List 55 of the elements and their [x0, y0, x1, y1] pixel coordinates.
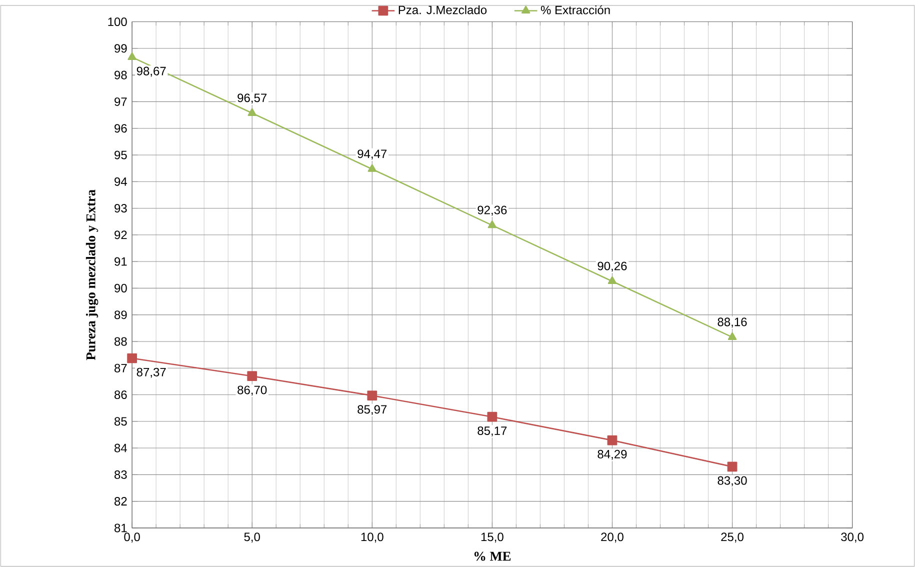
y-tick-label: 82 — [114, 497, 127, 506]
x-tick-label: 15,0 — [481, 532, 504, 543]
point — [127, 353, 137, 364]
y-tick-label: 100 — [108, 18, 127, 26]
y-tick-label: 89 — [114, 310, 127, 320]
point — [247, 371, 258, 382]
point — [728, 332, 737, 340]
point — [487, 412, 498, 422]
point — [248, 108, 256, 116]
x-axis-title: % ME — [474, 552, 511, 561]
x-tick-label: 20,0 — [601, 532, 624, 543]
y-tick-label: 84 — [114, 444, 127, 452]
point — [608, 276, 617, 284]
data-label: 84,29 — [598, 450, 627, 460]
y-axis-title: Pureza jugo mezclado y Extra — [86, 190, 98, 360]
point — [607, 435, 618, 446]
data-label: 85,97 — [358, 405, 387, 416]
y-tick-label: 99 — [114, 44, 127, 53]
data-label: 98,67 — [136, 66, 166, 77]
x-tick-label: 10,0 — [361, 532, 384, 543]
point — [727, 462, 738, 472]
point — [128, 52, 136, 60]
y-tick-label: 94 — [114, 177, 127, 186]
data-label: 88,16 — [718, 318, 747, 328]
point — [368, 164, 376, 172]
y-tick-label: 98 — [114, 70, 127, 80]
data-label: 94,47 — [358, 150, 387, 160]
x-tick-label: 30,0 — [841, 532, 864, 543]
point — [367, 390, 378, 400]
y-tick-label: 92 — [114, 230, 127, 240]
y-tick-label: 88 — [114, 337, 127, 346]
point — [488, 220, 497, 228]
x-tick-label: 0,0 — [124, 532, 140, 543]
y-tick-label: 97 — [114, 97, 127, 106]
legend-label: % Extracción — [540, 5, 610, 14]
y-tick-label: 86 — [114, 390, 127, 400]
y-tick-label: 83 — [114, 470, 127, 479]
legend-label: Pza. J.Mezclado — [398, 5, 487, 14]
y-tick-label: 93 — [114, 204, 127, 213]
x-tick-label: 25,0 — [721, 532, 744, 543]
data-label: 86,70 — [238, 386, 267, 396]
data-label: 96,57 — [238, 94, 266, 104]
y-tick-label: 95 — [114, 150, 127, 160]
y-tick-label: 96 — [114, 124, 127, 133]
data-label: 92,36 — [478, 206, 507, 216]
y-tick-label: 85 — [114, 417, 127, 426]
data-label: 87,37 — [136, 368, 166, 378]
data-label: 83,30 — [718, 476, 747, 486]
y-tick-label: 91 — [114, 257, 127, 266]
data-label: 90,26 — [598, 262, 627, 272]
y-tick-label: 81 — [114, 524, 127, 532]
data-label: 85,17 — [478, 426, 507, 436]
y-tick-label: 87 — [114, 364, 127, 372]
x-tick-label: 5,0 — [244, 532, 260, 543]
y-tick-label: 90 — [114, 284, 127, 292]
